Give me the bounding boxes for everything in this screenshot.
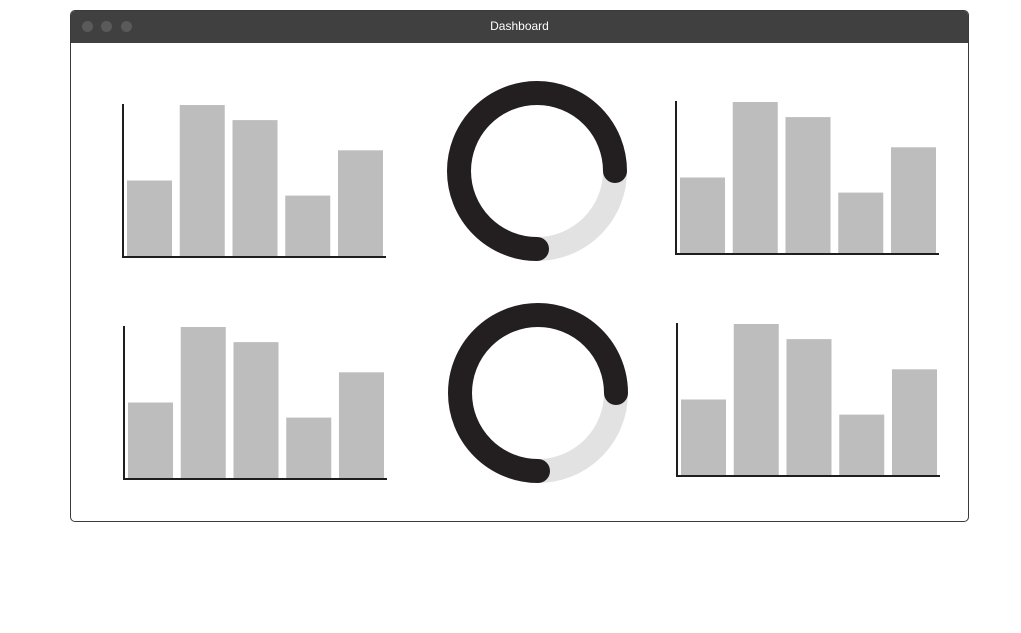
bar-5-0 [681, 399, 726, 475]
bar-chart-top-left [122, 104, 386, 258]
bar-0-2 [232, 120, 278, 256]
bar-chart-bottom-left [123, 326, 387, 480]
bar-2-3 [838, 192, 884, 253]
bar-0-0 [127, 180, 172, 256]
donut-progress-4 [448, 303, 628, 483]
bar-chart-top-right [675, 101, 939, 255]
bar-3-3 [286, 417, 332, 478]
bar-0-1 [179, 105, 225, 256]
bar-0-4 [338, 150, 383, 256]
bar-5-1 [733, 324, 779, 475]
bar-3-2 [233, 342, 279, 478]
bar-chart-bottom-right [676, 323, 940, 477]
bar-0-3 [285, 195, 331, 256]
donut-chart-top [447, 81, 627, 261]
bar-2-2 [785, 117, 831, 253]
bar-3-4 [339, 372, 384, 478]
bar-2-1 [732, 102, 778, 253]
minimize-window-button[interactable] [101, 21, 112, 32]
maximize-window-button[interactable] [121, 21, 132, 32]
title-bar[interactable]: Dashboard [71, 11, 968, 43]
bar-2-0 [680, 177, 725, 253]
bar-5-3 [839, 414, 885, 475]
close-window-button[interactable] [82, 21, 93, 32]
window-title: Dashboard [490, 19, 549, 33]
bar-5-4 [892, 369, 937, 475]
bar-3-0 [128, 402, 173, 478]
donut-progress-1 [447, 81, 627, 261]
bar-3-1 [180, 327, 226, 478]
donut-chart-bottom [448, 303, 628, 483]
bar-5-2 [786, 339, 832, 475]
bar-2-4 [891, 147, 936, 253]
dashboard-window: Dashboard [70, 10, 969, 522]
